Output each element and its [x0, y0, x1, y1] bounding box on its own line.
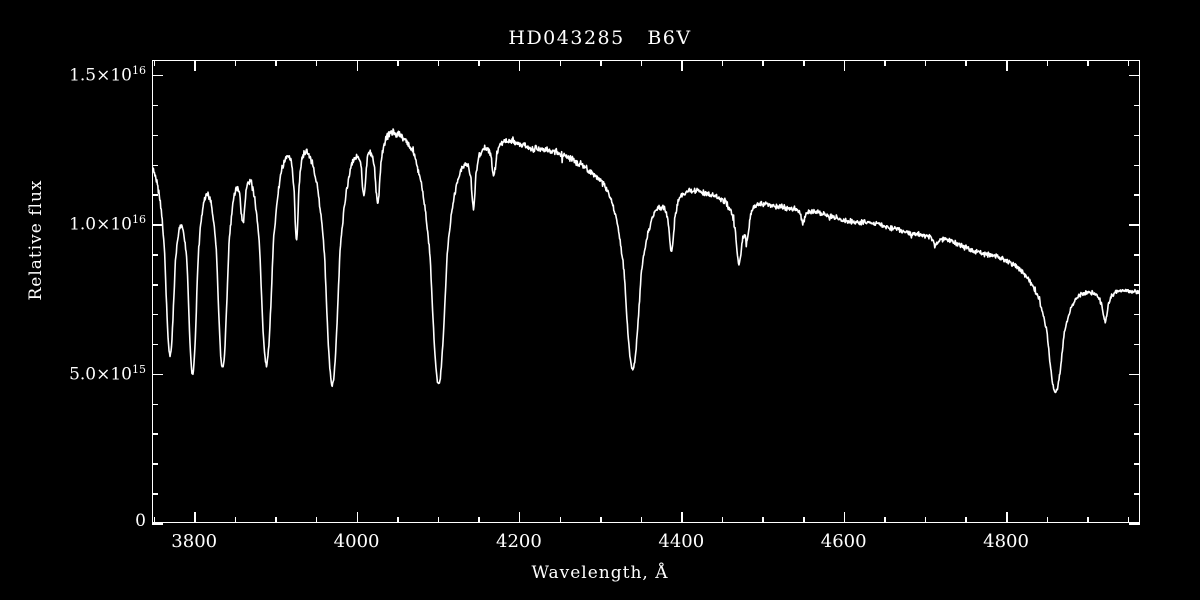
x-tick	[600, 517, 602, 523]
y-tick-right	[1129, 373, 1140, 376]
x-axis-title: Wavelength, Å	[531, 563, 669, 583]
y-tick-right	[1134, 493, 1140, 495]
y-tick-right	[1129, 523, 1140, 525]
x-tick	[884, 517, 886, 523]
spectrum-line	[152, 128, 1140, 394]
y-tick	[152, 523, 163, 525]
y-tick-right	[1134, 134, 1140, 137]
y-tick	[152, 343, 158, 346]
x-tick-top	[275, 60, 277, 66]
x-tick	[681, 512, 683, 523]
x-tick	[1006, 512, 1008, 523]
x-tick-top	[843, 60, 846, 71]
x-tick-label: 4800	[983, 531, 1029, 552]
x-tick-top	[924, 60, 927, 66]
y-tick-right	[1134, 343, 1140, 346]
y-axis-title: Relative flux	[26, 179, 46, 301]
x-tick-top	[681, 60, 683, 71]
y-tick-right	[1134, 104, 1140, 107]
x-tick	[478, 517, 480, 523]
x-tick	[153, 517, 156, 523]
y-tick-right	[1134, 313, 1140, 316]
spectrum-canvas	[152, 128, 1140, 394]
x-tick-top	[356, 60, 359, 71]
x-tick	[1046, 517, 1049, 523]
x-tick-top	[153, 60, 156, 66]
y-tick-right	[1134, 254, 1140, 256]
y-tick-right	[1134, 194, 1140, 196]
x-tick	[234, 517, 237, 523]
y-tick-label: 0	[135, 511, 146, 531]
x-tick-top	[803, 60, 805, 66]
x-tick	[437, 517, 440, 523]
x-tick-top	[1006, 60, 1008, 71]
x-tick-top	[762, 60, 764, 66]
x-tick	[397, 517, 399, 523]
x-tick-label: 4000	[333, 531, 380, 552]
y-tick	[152, 313, 158, 316]
y-tick	[152, 224, 163, 226]
x-tick-top	[397, 60, 399, 66]
x-tick	[1127, 517, 1130, 523]
x-tick-top	[965, 60, 967, 66]
y-tick-right	[1129, 224, 1140, 226]
x-tick	[721, 517, 724, 523]
y-tick	[152, 194, 158, 196]
y-tick	[152, 284, 158, 286]
y-tick-right	[1134, 463, 1140, 465]
y-tick	[152, 403, 158, 406]
x-tick-top	[315, 60, 318, 66]
y-tick-right	[1129, 74, 1140, 77]
x-tick	[1087, 517, 1089, 523]
x-tick-top	[234, 60, 237, 66]
x-tick-label: 4600	[820, 531, 867, 552]
x-tick	[315, 517, 318, 523]
y-tick	[152, 433, 158, 435]
x-tick-top	[1046, 60, 1049, 66]
y-tick	[152, 493, 158, 495]
y-tick	[152, 373, 163, 376]
x-tick	[559, 517, 562, 523]
x-tick-top	[884, 60, 886, 66]
y-tick-right	[1134, 284, 1140, 286]
x-tick-label: 4400	[658, 531, 705, 552]
x-tick	[965, 517, 967, 523]
y-tick	[152, 134, 158, 137]
x-tick	[194, 512, 196, 523]
x-tick	[356, 512, 359, 523]
x-tick	[518, 512, 521, 523]
x-tick-label: 3800	[171, 531, 218, 552]
x-tick	[843, 512, 846, 523]
x-tick-top	[1127, 60, 1130, 66]
y-tick-right	[1134, 164, 1140, 167]
y-tick	[152, 104, 158, 107]
y-tick-right	[1134, 433, 1140, 435]
y-tick	[152, 74, 163, 77]
y-tick-label: 1.0×1016	[69, 213, 146, 235]
x-tick-top	[600, 60, 602, 66]
x-tick-top	[640, 60, 643, 66]
x-tick-top	[194, 60, 196, 71]
y-tick	[152, 463, 158, 465]
x-tick-label: 4200	[496, 531, 542, 552]
y-tick	[152, 164, 158, 167]
x-tick	[762, 517, 764, 523]
x-tick	[924, 517, 927, 523]
x-tick	[803, 517, 805, 523]
x-tick	[275, 517, 277, 523]
y-tick	[152, 254, 158, 256]
x-tick-top	[518, 60, 521, 71]
x-tick-top	[721, 60, 724, 66]
x-tick	[640, 517, 643, 523]
x-tick-top	[478, 60, 480, 66]
y-tick-label: 1.5×1016	[69, 63, 146, 86]
y-tick-label: 5.0×1015	[69, 362, 146, 385]
y-tick-right	[1134, 403, 1140, 406]
x-tick-top	[437, 60, 440, 66]
x-tick-top	[559, 60, 562, 66]
page-title: HD043285 B6V	[508, 27, 692, 49]
x-tick-top	[1087, 60, 1089, 66]
